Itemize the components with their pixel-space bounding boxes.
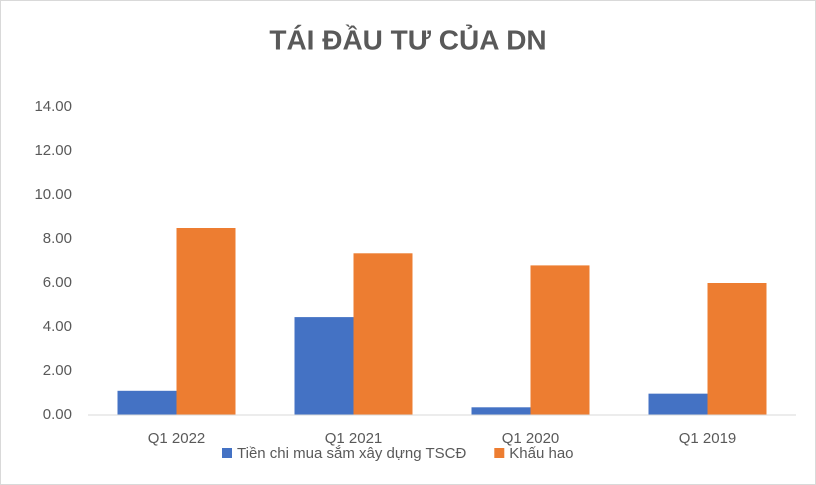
bar [530, 265, 590, 415]
bar [471, 407, 531, 415]
chart-title: TÁI ĐẦU TƯ CỦA DN [269, 23, 546, 55]
bar [117, 390, 177, 415]
y-tick-label: 0.00 [43, 406, 72, 423]
legend-label: Tiền chi mua sắm xây dựng TSCĐ [237, 445, 466, 462]
legend-label: Khấu hao [509, 445, 573, 462]
legend-swatch [222, 448, 232, 458]
bar [353, 253, 413, 415]
legend-swatch [494, 448, 505, 458]
x-tick-label: Q1 2021 [325, 430, 383, 447]
x-tick-label: Q1 2020 [502, 430, 560, 447]
bar [648, 393, 708, 415]
bar [707, 283, 767, 415]
y-tick-label: 10.00 [34, 186, 72, 203]
bar [294, 317, 354, 415]
y-tick-label: 12.00 [34, 142, 72, 159]
y-tick-label: 8.00 [43, 230, 72, 247]
bar [176, 228, 236, 415]
x-tick-label: Q1 2022 [148, 430, 206, 447]
y-tick-label: 14.00 [34, 98, 72, 115]
y-tick-label: 4.00 [43, 318, 72, 335]
y-tick-label: 2.00 [43, 362, 72, 379]
y-tick-label: 6.00 [43, 274, 72, 291]
x-tick-label: Q1 2019 [679, 430, 737, 447]
